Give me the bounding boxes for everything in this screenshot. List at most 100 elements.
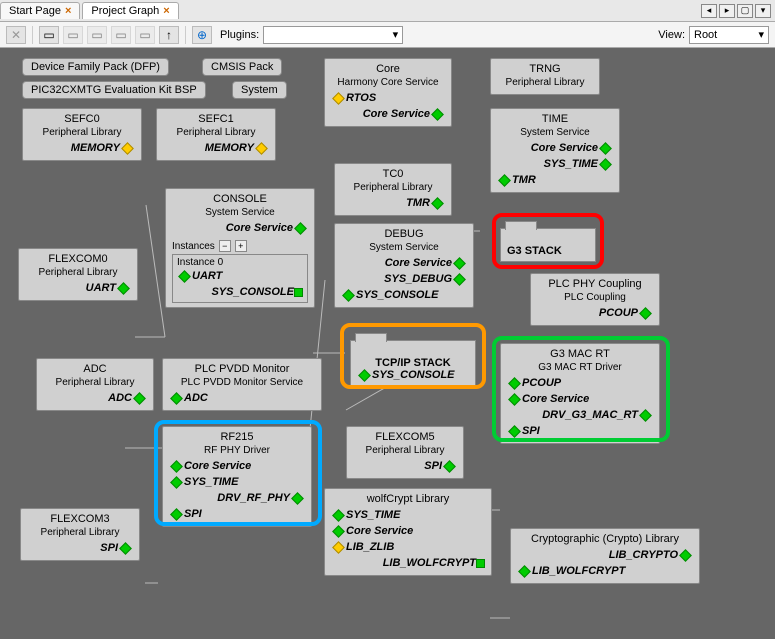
instance-0: Instance 0 UART SYS_CONSOLE: [172, 254, 308, 303]
port-spi: SPI: [507, 423, 653, 439]
node-title: Cryptographic (Crypto) Library: [517, 533, 693, 545]
node-sefc0[interactable]: SEFC0 Peripheral Library MEMORY: [22, 108, 142, 161]
node-subtitle: Harmony Core Service: [331, 77, 445, 88]
node-sefc1[interactable]: SEFC1 Peripheral Library MEMORY: [156, 108, 276, 161]
node-wolfcrypt[interactable]: wolfCrypt Library SYS_TIME Core Service …: [324, 488, 492, 576]
port-drv-g3: DRV_G3_MAC_RT: [507, 407, 653, 423]
node-subtitle: System Service: [497, 127, 613, 138]
node-title: TRNG: [497, 63, 593, 75]
node-tcpip[interactable]: TCP/IP STACK SYS_CONSOLE: [350, 340, 476, 386]
node-trng[interactable]: TRNG Peripheral Library: [490, 58, 600, 95]
port-pcoup: PCOUP: [507, 375, 653, 391]
port-sys-console: SYS_CONSOLE: [177, 284, 303, 300]
node-plc-phy[interactable]: PLC PHY Coupling PLC Coupling PCOUP: [530, 273, 660, 326]
node-debug[interactable]: DEBUG System Service Core Service SYS_DE…: [334, 223, 474, 308]
node-title: SEFC0: [29, 113, 135, 125]
node-title: PLC PHY Coupling: [537, 278, 653, 290]
node-flexcom0[interactable]: FLEXCOM0 Peripheral Library UART: [18, 248, 138, 301]
menu-icon[interactable]: ▾: [755, 4, 771, 18]
graph-canvas[interactable]: Device Family Pack (DFP) CMSIS Pack PIC3…: [0, 48, 775, 639]
node-console[interactable]: CONSOLE System Service Core Service Inst…: [165, 188, 315, 308]
tab-start[interactable]: Start Page ×: [0, 2, 80, 19]
node-adc[interactable]: ADC Peripheral Library ADC: [36, 358, 154, 411]
node-title: PLC PVDD Monitor: [169, 363, 315, 375]
node-flexcom3[interactable]: FLEXCOM3 Peripheral Library SPI: [20, 508, 140, 561]
tab-graph-label: Project Graph: [91, 5, 159, 17]
pill-system[interactable]: System: [232, 81, 287, 99]
node-subtitle: RF PHY Driver: [169, 445, 305, 456]
nav-next-icon[interactable]: ▸: [719, 4, 735, 18]
node-g3-stack[interactable]: G3 STACK: [500, 228, 596, 262]
node-title: Core: [331, 63, 445, 75]
close-icon[interactable]: ×: [65, 5, 71, 17]
port-core-service: Core Service: [341, 255, 467, 271]
node-g3-mac[interactable]: G3 MAC RT G3 MAC RT Driver PCOUP Core Se…: [500, 343, 660, 444]
view-dropdown[interactable]: Root▾: [689, 26, 769, 44]
node-title: TC0: [341, 168, 445, 180]
node-subtitle: G3 MAC RT Driver: [507, 362, 653, 373]
port-spi: SPI: [353, 458, 457, 474]
tool-icon[interactable]: ▭: [39, 26, 59, 44]
plugins-label: Plugins:: [220, 29, 259, 41]
maximize-icon[interactable]: ▢: [737, 4, 753, 18]
node-subtitle: Peripheral Library: [163, 127, 269, 138]
node-pvdd[interactable]: PLC PVDD Monitor PLC PVDD Monitor Servic…: [162, 358, 322, 411]
node-title: CONSOLE: [172, 193, 308, 205]
pill-dfp[interactable]: Device Family Pack (DFP): [22, 58, 169, 76]
pill-bsp[interactable]: PIC32CXMTG Evaluation Kit BSP: [22, 81, 206, 99]
pill-cmsis[interactable]: CMSIS Pack: [202, 58, 282, 76]
node-title: ADC: [43, 363, 147, 375]
port-pcoup: PCOUP: [537, 305, 653, 321]
plugins-dropdown[interactable]: ▾: [263, 26, 403, 44]
node-subtitle: Peripheral Library: [27, 527, 133, 538]
tab-bar: Start Page × Project Graph × ◂ ▸ ▢ ▾: [0, 0, 775, 22]
port-tmr: TMR: [497, 172, 613, 188]
port-adc: ADC: [169, 390, 315, 406]
port-lib-crypto: LIB_CRYPTO: [517, 547, 693, 563]
view-value: Root: [694, 29, 717, 41]
node-title: FLEXCOM3: [27, 513, 133, 525]
tab-graph[interactable]: Project Graph ×: [82, 2, 178, 19]
node-title: RF215: [169, 431, 305, 443]
tool-icon[interactable]: ▭: [111, 26, 131, 44]
plus-button[interactable]: +: [235, 240, 247, 252]
port-core-service: Core Service: [507, 391, 653, 407]
node-crypto[interactable]: Cryptographic (Crypto) Library LIB_CRYPT…: [510, 528, 700, 584]
node-title: G3 MAC RT: [507, 348, 653, 360]
port-spi: SPI: [27, 540, 133, 556]
minus-button[interactable]: −: [219, 240, 231, 252]
port-sys-time: SYS_TIME: [497, 156, 613, 172]
port-lib-zlib: LIB_ZLIB: [331, 539, 485, 555]
close-icon[interactable]: ×: [163, 5, 169, 17]
nav-prev-icon[interactable]: ◂: [701, 4, 717, 18]
node-subtitle: Peripheral Library: [43, 377, 147, 388]
port-sys-console: SYS_CONSOLE: [357, 369, 469, 381]
node-flexcom5[interactable]: FLEXCOM5 Peripheral Library SPI: [346, 426, 464, 479]
node-subtitle: PLC PVDD Monitor Service: [169, 377, 315, 388]
node-core[interactable]: Core Harmony Core Service RTOS Core Serv…: [324, 58, 452, 127]
node-title: TCP/IP STACK: [357, 357, 469, 369]
port-core-service: Core Service: [331, 523, 485, 539]
tool-icon[interactable]: ▭: [135, 26, 155, 44]
node-title: DEBUG: [341, 228, 467, 240]
port-adc: ADC: [43, 390, 147, 406]
node-subtitle: Peripheral Library: [353, 445, 457, 456]
port-lib-wolfcrypt: LIB_WOLFCRYPT: [517, 563, 693, 579]
port-memory: MEMORY: [163, 140, 269, 156]
tool-icon[interactable]: ▭: [63, 26, 83, 44]
delete-icon[interactable]: ✕: [6, 26, 26, 44]
port-sys-console: SYS_CONSOLE: [341, 287, 467, 303]
tool-icon[interactable]: ▭: [87, 26, 107, 44]
node-tc0[interactable]: TC0 Peripheral Library TMR: [334, 163, 452, 216]
node-rf215[interactable]: RF215 RF PHY Driver Core Service SYS_TIM…: [162, 426, 312, 527]
up-arrow-icon[interactable]: ↑: [159, 26, 179, 44]
port-sys-time: SYS_TIME: [169, 474, 305, 490]
port-spi: SPI: [169, 506, 305, 522]
toolbar: ✕ ▭ ▭ ▭ ▭ ▭ ↑ ⊕ Plugins: ▾ View: Root▾: [0, 22, 775, 48]
tab-start-label: Start Page: [9, 5, 61, 17]
node-time[interactable]: TIME System Service Core Service SYS_TIM…: [490, 108, 620, 193]
node-subtitle: PLC Coupling: [537, 292, 653, 303]
target-icon[interactable]: ⊕: [192, 26, 212, 44]
tab-right-tools: ◂ ▸ ▢ ▾: [701, 4, 775, 18]
node-subtitle: Peripheral Library: [341, 182, 445, 193]
